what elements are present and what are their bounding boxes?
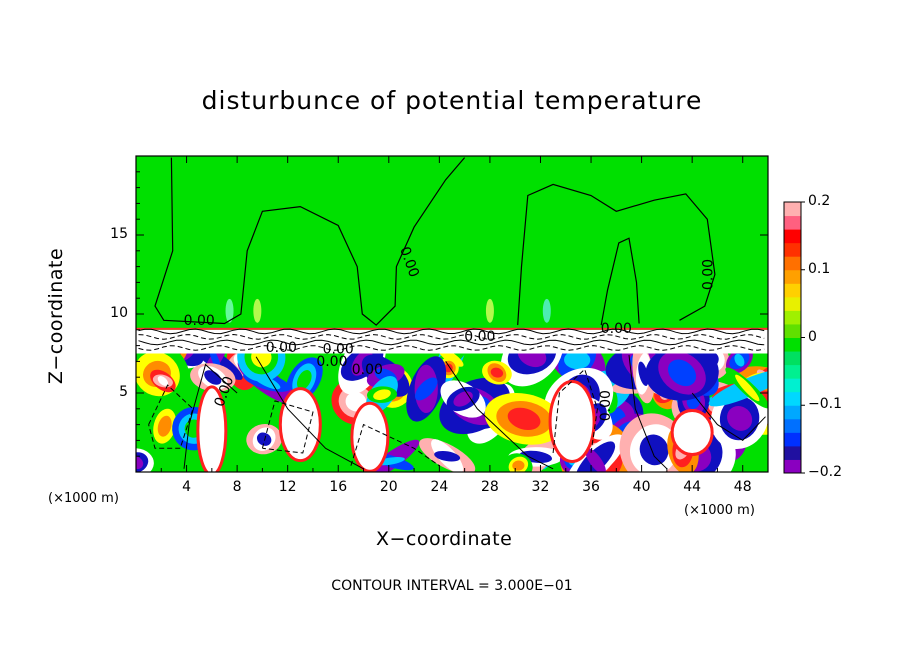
field-band-edge: [136, 327, 768, 330]
x-tick-label: 24: [430, 479, 449, 495]
chart-title: disturbunce of potential temperature: [201, 86, 703, 115]
colorbar-segment: [784, 445, 801, 460]
colorbar-segment: [784, 351, 801, 366]
contour-line-dashed: [148, 384, 194, 449]
x-tick-label: 28: [480, 479, 499, 495]
colorbar-segment: [784, 432, 801, 447]
colorbar-segment: [784, 364, 801, 379]
contour-line: [255, 356, 364, 470]
contour-line: [517, 183, 716, 326]
colorbar-segment: [784, 459, 801, 474]
contour-line-dashed: [261, 400, 314, 454]
x-unit-label-right: (×1000 m): [684, 503, 755, 518]
colorbar-segment: [784, 283, 801, 298]
contour-line-dashed: [350, 423, 440, 467]
contour-band-line: [138, 339, 765, 346]
x-tick-label: 48: [733, 479, 752, 495]
colorbar-tick-label: −0.2: [808, 464, 842, 480]
field-speck: [253, 298, 262, 323]
contour-label: 0.00: [601, 321, 632, 337]
y-tick-label: 15: [110, 226, 128, 242]
x-tick-label: 12: [278, 479, 297, 495]
colorbar-segment: [784, 215, 801, 230]
contour-label: 0.00: [266, 340, 297, 356]
contour-line: [628, 355, 668, 470]
x-unit-label-left: (×1000 m): [48, 491, 119, 506]
x-tick-label: 4: [182, 479, 191, 495]
colorbar-segment: [784, 256, 801, 271]
contour-band-line: [138, 345, 765, 351]
x-tick-label: 16: [329, 479, 348, 495]
contour-interval-note: CONTOUR INTERVAL = 3.000E−01: [331, 578, 573, 594]
colorbar-segment: [784, 323, 801, 338]
contour-label: 0.00: [700, 259, 716, 290]
field-speck: [485, 298, 494, 323]
field-lower-turbulence: [136, 353, 768, 472]
contour-band-line: [138, 328, 765, 335]
colorbar-segment: [784, 337, 801, 352]
contour-label: 0.00: [316, 354, 347, 370]
colorbar-tick-label: 0: [808, 328, 817, 345]
x-tick-label: 8: [232, 479, 242, 495]
colorbar-segment: [784, 378, 801, 393]
colorbar-segment: [784, 269, 801, 284]
colorbar-segment: [784, 202, 801, 217]
colorbar-segment: [784, 229, 801, 244]
x-tick-label: 20: [379, 479, 398, 495]
colorbar-segment: [784, 405, 801, 420]
contour-label: 0.00: [184, 313, 215, 329]
contour-label: 0.00: [323, 342, 354, 358]
colorbar-tick-label: 0.1: [808, 260, 831, 277]
contour-line: [154, 157, 466, 326]
colorbar-segment: [784, 296, 801, 311]
x-tick-label: 36: [582, 479, 600, 495]
contour-label: 0.00: [598, 390, 614, 421]
colorbar-tick-label: −0.1: [808, 396, 842, 413]
colorbar-segment: [784, 310, 801, 325]
contour-line-dashed: [552, 368, 598, 454]
colorbar-tick-label: 0.2: [808, 193, 831, 209]
contour-line: [600, 237, 640, 326]
contour-line: [691, 392, 766, 442]
y-axis-label: Z−coordinate: [45, 247, 67, 385]
x-axis-label: X−coordinate: [376, 528, 513, 550]
contour-line: [183, 363, 238, 469]
contour-label: 0.00: [352, 362, 383, 378]
field-speck: [542, 298, 551, 323]
y-tick-label: 10: [110, 305, 128, 321]
colorbar-segment: [784, 418, 801, 433]
contour-band-line: [138, 333, 765, 340]
colorbar-segment: [784, 391, 801, 406]
x-tick-label: 32: [531, 479, 550, 495]
contour-line: [445, 361, 554, 470]
contour-label: 0.00: [464, 329, 495, 345]
field-speck: [225, 298, 234, 323]
y-tick-label: 5: [119, 384, 128, 400]
x-tick-label: 40: [632, 479, 651, 495]
x-tick-label: 44: [683, 479, 702, 495]
colorbar-segment: [784, 242, 801, 257]
